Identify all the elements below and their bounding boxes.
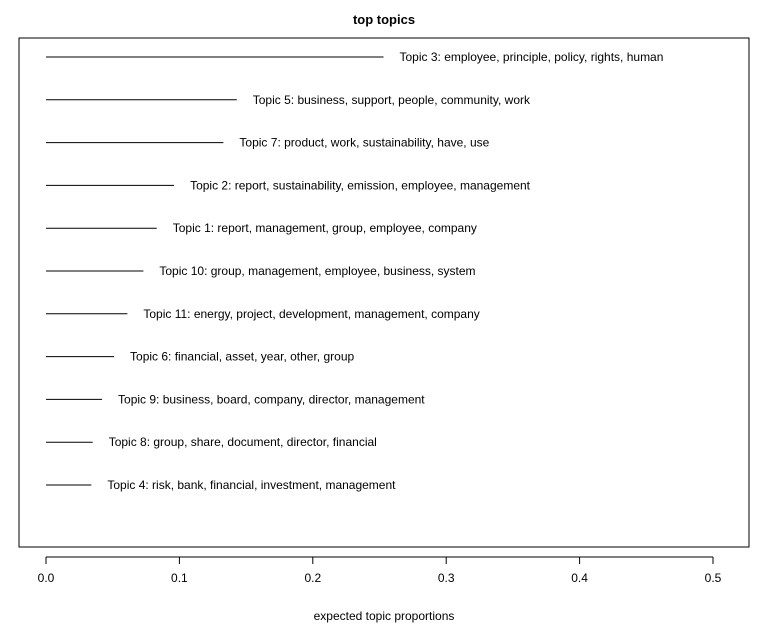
x-tick-label: 0.4 bbox=[571, 571, 588, 585]
topic-label: Topic 2: report, sustainability, emissio… bbox=[190, 178, 531, 192]
chart-title: top topics bbox=[353, 12, 415, 27]
x-axis: 0.0 0.1 0.2 0.3 0.4 0.5 bbox=[38, 556, 722, 585]
topic-label: Topic 11: energy, project, development, … bbox=[143, 307, 479, 321]
topic-label: Topic 9: business, board, company, direc… bbox=[118, 392, 425, 406]
x-axis-label: expected topic proportions bbox=[314, 609, 455, 623]
topic-label: Topic 10: group, management, employee, b… bbox=[159, 264, 475, 278]
x-tick-label: 0.1 bbox=[171, 571, 188, 585]
topic-label: Topic 3: employee, principle, policy, ri… bbox=[400, 50, 664, 64]
x-tick-label: 0.5 bbox=[705, 571, 722, 585]
chart-marks: Topic 3: employee, principle, policy, ri… bbox=[46, 50, 663, 492]
topic-label: Topic 1: report, management, group, empl… bbox=[173, 221, 477, 235]
topic-label: Topic 5: business, support, people, comm… bbox=[253, 93, 531, 107]
x-tick-label: 0.2 bbox=[304, 571, 321, 585]
topic-label: Topic 8: group, share, document, directo… bbox=[109, 435, 377, 449]
topic-label: Topic 4: risk, bank, financial, investme… bbox=[107, 478, 396, 492]
x-tick-label: 0.3 bbox=[438, 571, 455, 585]
plot-frame bbox=[18, 37, 750, 548]
topic-label: Topic 7: product, work, sustainability, … bbox=[239, 136, 489, 150]
x-tick-label: 0.0 bbox=[38, 571, 55, 585]
topic-label: Topic 6: financial, asset, year, other, … bbox=[130, 350, 354, 364]
